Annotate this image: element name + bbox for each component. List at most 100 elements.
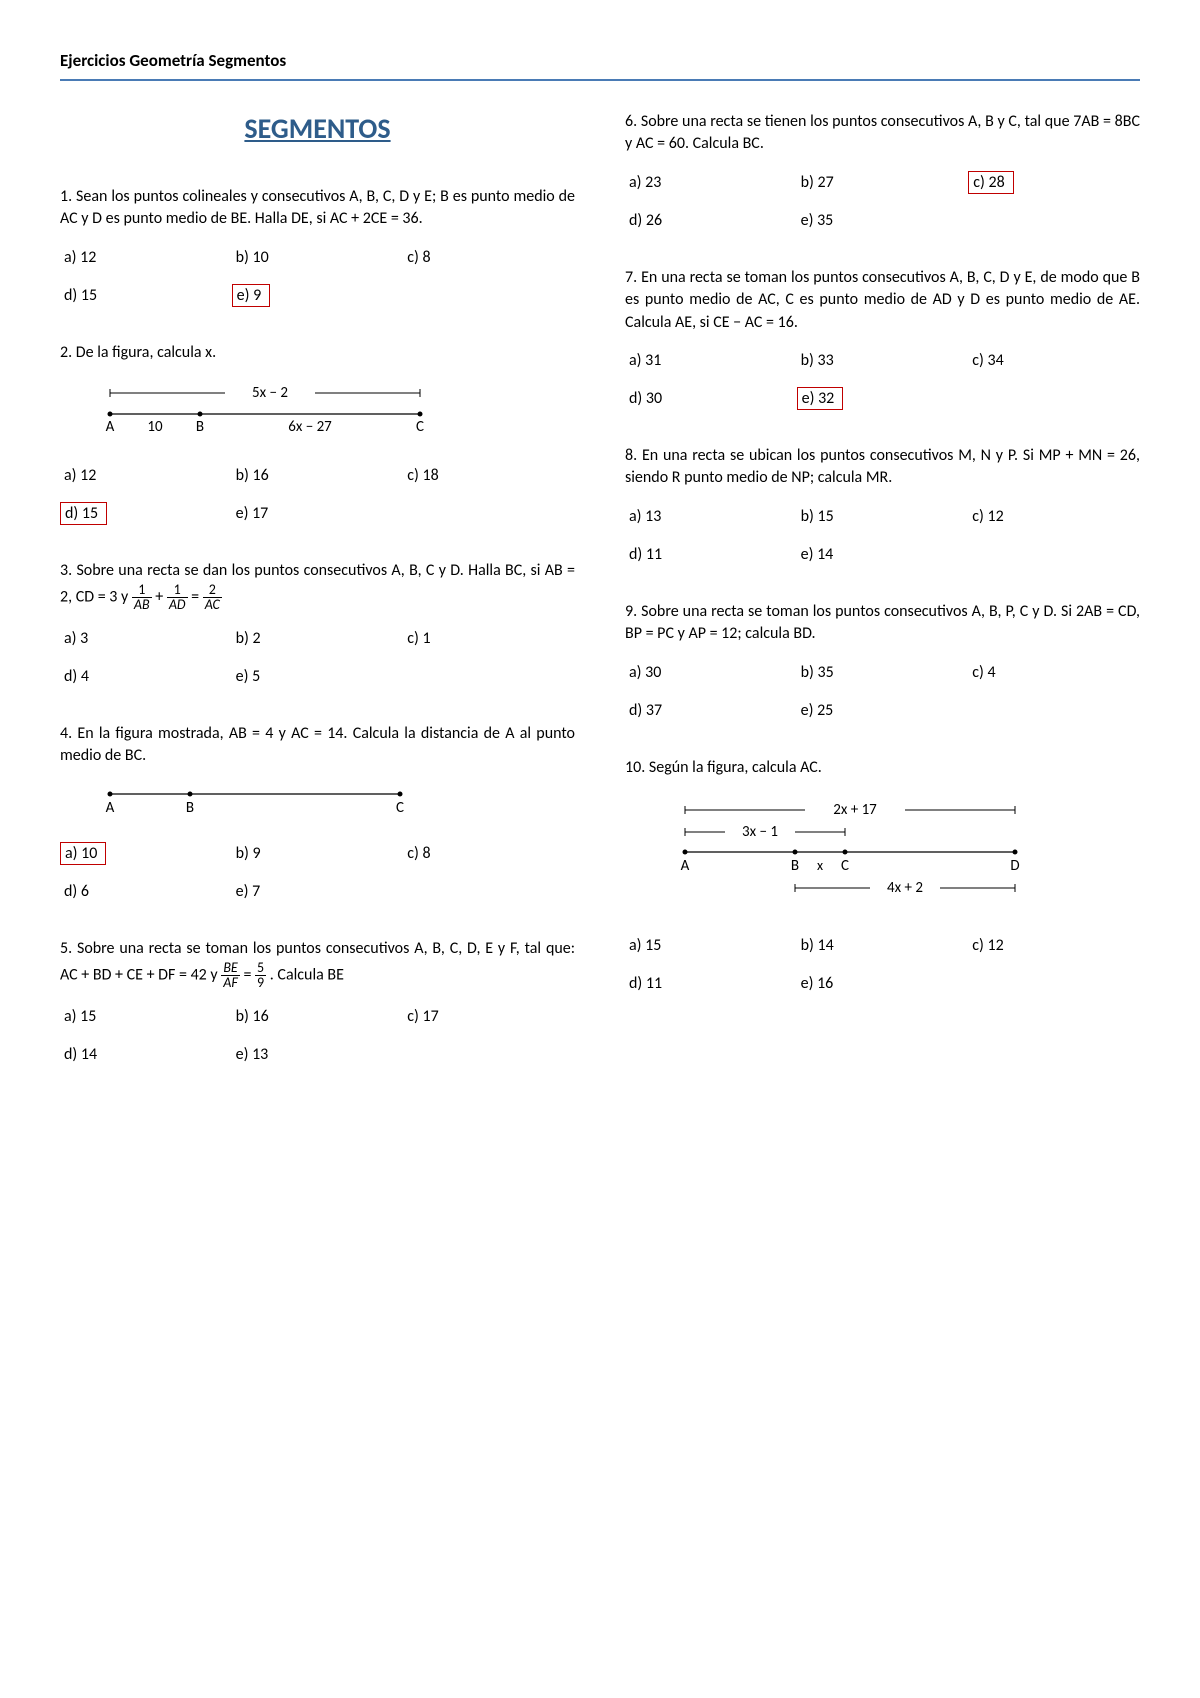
pt-D: D <box>1010 857 1019 875</box>
figure-4: A B C <box>100 782 575 822</box>
fraction-1: 1AB <box>132 583 152 612</box>
problem-text: 4. En la figura mostrada, AB = 4 y AC = … <box>60 723 575 768</box>
option-c: c) 1 <box>403 627 575 650</box>
options: a) 31 b) 33 c) 34 d) 30 e) 32 <box>625 349 1140 410</box>
problem-2: 2. De la figura, calcula x. 5x − 2 A 10 <box>60 342 575 525</box>
option-a: a) 31 <box>625 349 797 372</box>
option-d: d) 14 <box>60 1043 232 1066</box>
eq: = <box>191 587 203 606</box>
option-c: c) 18 <box>403 464 575 487</box>
pt-A: A <box>106 799 115 817</box>
options: a) 12 b) 16 c) 18 d) 15 e) 17 <box>60 464 575 525</box>
option-a: a) 30 <box>625 661 797 684</box>
bottom-label: 4x + 2 <box>887 879 923 897</box>
option-c: c) 34 <box>968 349 1140 372</box>
option-e: e) 7 <box>232 880 404 903</box>
option-b: b) 15 <box>797 505 969 528</box>
option-b: b) 10 <box>232 246 404 269</box>
options: a) 15 b) 16 c) 17 d) 14 e) 13 <box>60 1005 575 1066</box>
diagram-svg: 5x − 2 A 10 B 6x − 27 C <box>100 379 440 444</box>
option-b: b) 9 <box>232 842 404 865</box>
fraction-1: BEAF <box>221 961 240 990</box>
fraction-3: 2AC <box>203 583 222 612</box>
fraction-2: 59 <box>255 961 266 990</box>
problem-text: 8. En una recta se ubican los puntos con… <box>625 445 1140 490</box>
problem-text: 9. Sobre una recta se toman los puntos c… <box>625 601 1140 646</box>
option-b: b) 16 <box>232 464 404 487</box>
figure-2: 5x − 2 A 10 B 6x − 27 C <box>100 379 575 444</box>
option-b: b) 27 <box>797 171 969 194</box>
fraction-2: 1AD <box>167 583 188 612</box>
option-d: d) 37 <box>625 699 797 722</box>
option-b: b) 35 <box>797 661 969 684</box>
page-header: Ejercicios Geometría Segmentos <box>60 50 1140 81</box>
top-label: 5x − 2 <box>252 384 288 402</box>
problem-7: 7. En una recta se toman los puntos cons… <box>625 267 1140 410</box>
document-title: SEGMENTOS <box>60 111 575 146</box>
option-d: d) 11 <box>625 543 797 566</box>
pt-A: A <box>106 418 115 436</box>
option-a: a) 12 <box>60 246 232 269</box>
problem-10: 10. Según la figura, calcula AC. 2x + 17… <box>625 757 1140 995</box>
problem-6: 6. Sobre una recta se tienen los puntos … <box>625 111 1140 232</box>
option-a: a) 12 <box>60 464 232 487</box>
option-c: c) 8 <box>403 246 575 269</box>
option-c: c) 8 <box>403 842 575 865</box>
pt-B: B <box>791 857 799 875</box>
option-c: c) 28 <box>968 171 1013 194</box>
pt-C: C <box>841 857 849 875</box>
bc-label: x <box>817 857 823 874</box>
option-e: e) 32 <box>797 387 844 410</box>
problem-text: 3. Sobre una recta se dan los puntos con… <box>60 560 575 611</box>
problem-9: 9. Sobre una recta se toman los puntos c… <box>625 601 1140 722</box>
pt-C: C <box>396 799 404 817</box>
option-a: a) 15 <box>60 1005 232 1028</box>
option-a: a) 13 <box>625 505 797 528</box>
option-c: c) 4 <box>968 661 1140 684</box>
option-c: c) 17 <box>403 1005 575 1028</box>
option-d: d) 30 <box>625 387 797 410</box>
option-b: b) 2 <box>232 627 404 650</box>
diagram-svg: A B C <box>100 782 420 822</box>
option-e: e) 35 <box>797 209 969 232</box>
option-d: d) 6 <box>60 880 232 903</box>
right-column: 6. Sobre una recta se tienen los puntos … <box>625 111 1140 1101</box>
text-suffix: . Calcula BE <box>270 965 344 984</box>
eq: = <box>243 965 255 984</box>
options: a) 30 b) 35 c) 4 d) 37 e) 25 <box>625 661 1140 722</box>
pt-A: A <box>681 857 690 875</box>
option-d: d) 15 <box>60 502 107 525</box>
options: a) 12 b) 10 c) 8 d) 15 e) 9 <box>60 246 575 307</box>
problem-text: 6. Sobre una recta se tienen los puntos … <box>625 111 1140 156</box>
problem-text: 1. Sean los puntos colineales y consecut… <box>60 186 575 231</box>
problem-5: 5. Sobre una recta se toman los puntos c… <box>60 938 575 1065</box>
problem-1: 1. Sean los puntos colineales y consecut… <box>60 186 575 307</box>
pt-B: B <box>186 799 194 817</box>
seg-BC: 6x − 27 <box>288 418 332 436</box>
option-a: a) 10 <box>60 842 106 865</box>
problem-8: 8. En una recta se ubican los puntos con… <box>625 445 1140 566</box>
left-column: SEGMENTOS 1. Sean los puntos colineales … <box>60 111 575 1101</box>
option-b: b) 33 <box>797 349 969 372</box>
plus: + <box>155 587 167 606</box>
problem-text: 10. Según la figura, calcula AC. <box>625 757 1140 779</box>
options: a) 15 b) 14 c) 12 d) 11 e) 16 <box>625 934 1140 995</box>
content-columns: SEGMENTOS 1. Sean los puntos colineales … <box>60 111 1140 1101</box>
option-b: b) 16 <box>232 1005 404 1028</box>
option-e: e) 25 <box>797 699 969 722</box>
options: a) 13 b) 15 c) 12 d) 11 e) 14 <box>625 505 1140 566</box>
option-c: c) 12 <box>968 934 1140 957</box>
figure-10: 2x + 17 3x − 1 A B <box>665 794 1140 914</box>
option-e: e) 9 <box>232 284 271 307</box>
option-d: d) 26 <box>625 209 797 232</box>
options: a) 10 b) 9 c) 8 d) 6 e) 7 <box>60 842 575 903</box>
option-d: d) 4 <box>60 665 232 688</box>
problem-text: 5. Sobre una recta se toman los puntos c… <box>60 938 575 989</box>
option-e: e) 5 <box>232 665 404 688</box>
pt-C: C <box>416 418 424 436</box>
seg-AB: 10 <box>147 418 163 436</box>
option-e: e) 13 <box>232 1043 404 1066</box>
diagram-svg: 2x + 17 3x − 1 A B <box>665 794 1045 914</box>
pt-B: B <box>196 418 204 436</box>
option-d: d) 11 <box>625 972 797 995</box>
